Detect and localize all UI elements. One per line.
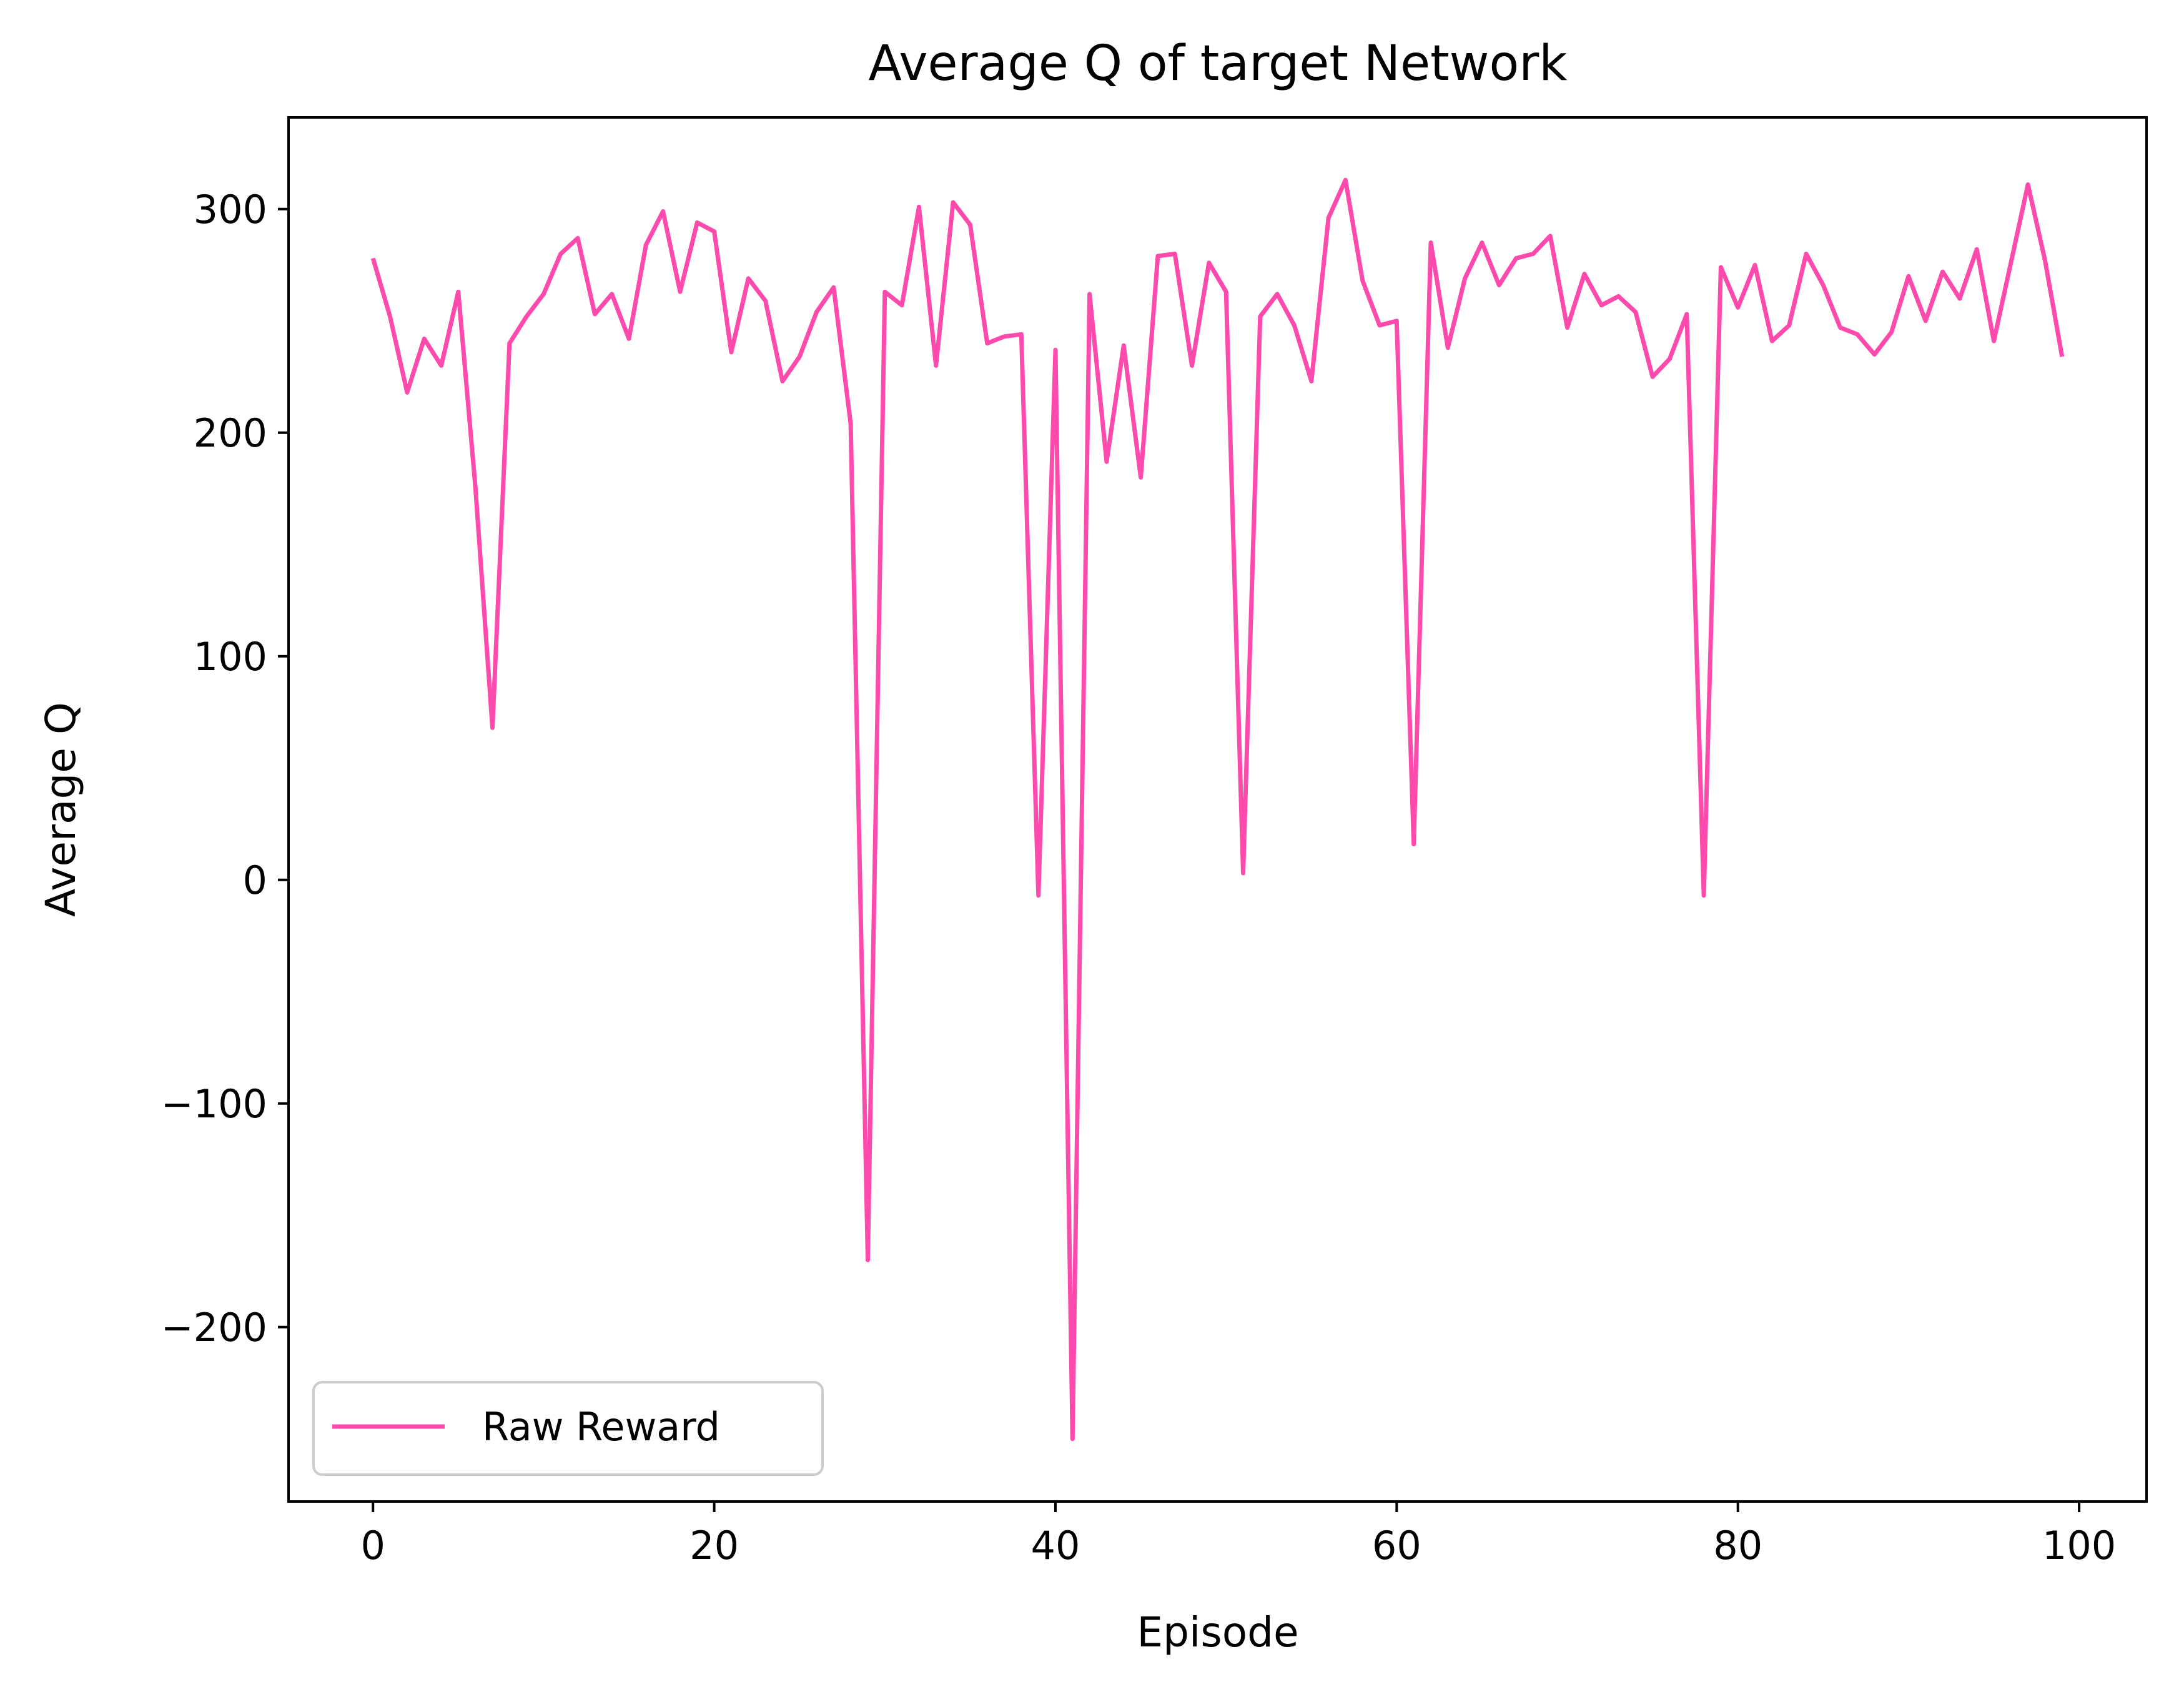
y-tick-label: 0 — [243, 858, 267, 903]
x-axis-ticks: 0 20 40 60 80 100 — [361, 1502, 2116, 1568]
y-tick-label: −100 — [161, 1081, 267, 1127]
y-tick-label: 200 — [194, 410, 267, 456]
x-tick-label: 40 — [1031, 1523, 1080, 1568]
x-tick-label: 100 — [2042, 1523, 2116, 1568]
legend-label-raw-reward: Raw Reward — [482, 1404, 720, 1450]
y-tick-label: −200 — [161, 1305, 267, 1350]
legend-box — [312, 1381, 824, 1476]
y-axis-ticks: −200 −100 0 100 200 300 — [161, 187, 289, 1350]
y-tick-label: 100 — [194, 634, 267, 680]
chart-title: Average Q of target Network — [869, 36, 1568, 92]
x-tick-label: 0 — [361, 1523, 385, 1568]
axes-frame — [287, 116, 2148, 1503]
series-line-0 — [370, 177, 2065, 1442]
plot-area — [370, 177, 2065, 1442]
x-tick-label: 20 — [689, 1523, 739, 1568]
y-tick-label: 300 — [194, 187, 267, 232]
x-tick-label: 80 — [1713, 1523, 1762, 1568]
x-axis-label: Episode — [1137, 1608, 1298, 1656]
legend: Raw Reward — [312, 1381, 824, 1476]
y-axis-label: Average Q — [37, 702, 85, 917]
x-tick-label: 60 — [1372, 1523, 1421, 1568]
